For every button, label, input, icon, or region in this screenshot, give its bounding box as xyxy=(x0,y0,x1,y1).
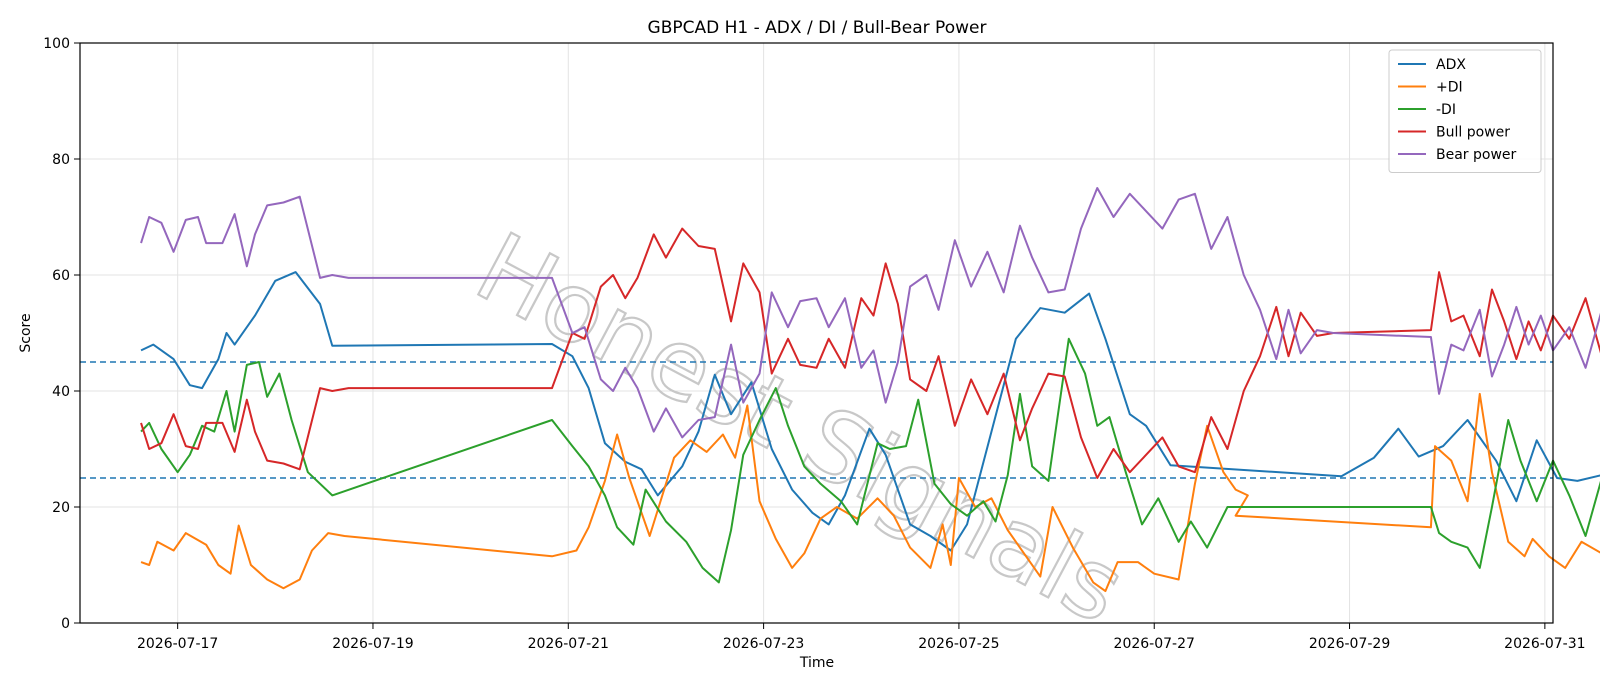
y-tick-label: 80 xyxy=(52,152,70,168)
chart-title: GBPCAD H1 - ADX / DI / Bull-Bear Power xyxy=(648,18,987,38)
x-tick-label: 2026-07-31 xyxy=(1504,636,1585,652)
x-axis-ticks: 2026-07-17 2026-07-19 2026-07-21 2026-07-23… xyxy=(137,623,1586,652)
x-tick-label: 2026-07-27 xyxy=(1114,636,1195,652)
legend: ADX +DI -DI Bull power Bear power xyxy=(1388,49,1542,173)
y-tick-label: 20 xyxy=(52,500,70,516)
legend-label: Bear power xyxy=(1436,147,1517,163)
y-tick-label: 0 xyxy=(61,616,70,632)
y-axis-title: Score xyxy=(18,313,34,352)
series-line-bull-power xyxy=(140,227,1600,479)
plot-frame xyxy=(79,42,1554,624)
x-tick-label: 2026-07-19 xyxy=(332,636,413,652)
legend-box xyxy=(1388,49,1542,173)
series-line-di xyxy=(140,392,1600,593)
y-tick-label: 60 xyxy=(52,268,70,284)
legend-label: Bull power xyxy=(1436,125,1510,141)
series-line-di xyxy=(140,337,1600,584)
y-tick-label: 40 xyxy=(52,384,70,400)
series-layer xyxy=(140,187,1600,593)
y-axis-ticks: 0 20 40 60 80 100 xyxy=(43,36,80,632)
x-tick-label: 2026-07-17 xyxy=(137,636,218,652)
x-axis-title: Time xyxy=(799,655,834,671)
series-line-bear-power xyxy=(140,187,1600,439)
x-tick-label: 2026-07-21 xyxy=(528,636,609,652)
legend-label: -DI xyxy=(1436,102,1456,118)
x-tick-label: 2026-07-23 xyxy=(723,636,804,652)
legend-label: +DI xyxy=(1436,80,1463,96)
reference-lines xyxy=(80,361,1553,479)
x-tick-label: 2026-07-29 xyxy=(1309,636,1390,652)
series-line-adx xyxy=(140,271,1600,552)
legend-label: ADX xyxy=(1436,57,1466,73)
y-tick-label: 100 xyxy=(43,36,70,52)
x-tick-label: 2026-07-25 xyxy=(918,636,999,652)
